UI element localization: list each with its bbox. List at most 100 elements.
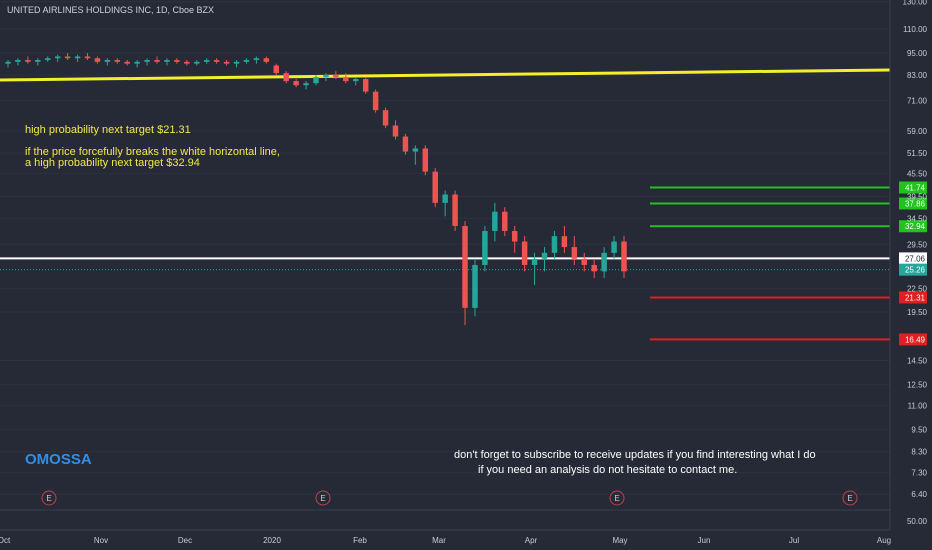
candle-body <box>94 58 101 62</box>
level-badge-5 <box>899 333 927 346</box>
earnings-marker-0 <box>41 490 57 506</box>
candle-body <box>114 60 121 62</box>
candle-body <box>621 241 627 272</box>
candle-body <box>611 241 617 253</box>
price-tick-2: 95.00 <box>907 49 928 58</box>
time-tick-6: Apr <box>525 536 538 545</box>
candle-body <box>402 136 409 152</box>
price-tick-5: 59.00 <box>907 127 928 136</box>
candle-body <box>45 58 51 61</box>
candle-body <box>601 252 607 272</box>
chart-title: UNITED AIRLINES HOLDINGS INC, 1D, Cboe B… <box>7 5 215 15</box>
candle-body <box>25 60 31 62</box>
level-badge-label-5: 16.49 <box>905 335 926 344</box>
level-badge-label-1: 37.86 <box>905 199 926 208</box>
price-tick-3: 83.00 <box>907 71 928 80</box>
price-tick-11: 22.50 <box>907 285 928 294</box>
level-badge-label-2: 32.94 <box>905 222 926 231</box>
time-axis: Oct Nov Dec 2020 Feb Mar Apr May Jun Jul Aug <box>0 529 891 545</box>
earnings-marker-1 <box>315 490 331 506</box>
breakout-annotation-line1: if the price forcefully breaks the white… <box>25 146 280 158</box>
footer-line-2: if you need an analysis do not hesitate … <box>478 464 738 476</box>
brand-label: OMOSSA <box>25 451 92 468</box>
trend-line <box>0 68 891 82</box>
candle-body <box>412 148 419 152</box>
price-tick-6: 51.50 <box>907 149 928 158</box>
price-tick-15: 11.00 <box>908 402 928 411</box>
time-tick-8: Jun <box>698 536 711 545</box>
candle-body <box>432 171 438 203</box>
level-badge-label-4: 21.31 <box>905 293 926 302</box>
time-tick-4: Feb <box>353 536 367 545</box>
candle-body <box>174 60 180 62</box>
level-badge-label-0: 41.74 <box>905 184 926 193</box>
candles <box>5 53 627 326</box>
candle-body <box>273 65 279 74</box>
price-axis: 130.00 110.00 95.00 83.00 71.00 59.00 51.50 45.… <box>889 0 928 530</box>
candle-body <box>223 61 230 64</box>
level-badge-1 <box>899 197 927 210</box>
earnings-marker-label-3: E <box>847 494 852 503</box>
time-tick-1: Nov <box>94 536 108 545</box>
candle-body <box>502 211 508 231</box>
candle-body <box>74 56 81 59</box>
candle-body <box>313 77 319 84</box>
candle-body <box>283 73 289 82</box>
price-tick-18: 7.30 <box>911 469 927 478</box>
candle-body <box>203 60 210 62</box>
candle-body <box>581 258 587 265</box>
level-badge-0 <box>899 181 927 194</box>
earnings-marker-3 <box>842 490 858 506</box>
volume-tick: 50.00 <box>907 517 928 526</box>
price-tick-13: 14.50 <box>907 356 928 365</box>
chart-grid <box>0 1 890 511</box>
time-tick-5: Mar <box>432 536 446 545</box>
candle-body <box>194 61 200 64</box>
candle-body <box>521 241 528 265</box>
price-tick-7: 45.50 <box>907 169 928 178</box>
candle-body <box>184 61 190 64</box>
candle-body <box>362 79 369 92</box>
price-tick-14: 12.50 <box>907 381 928 390</box>
price-tick-12: 19.50 <box>907 308 928 317</box>
time-tick-9: Jul <box>789 536 799 545</box>
candle-body <box>442 194 448 203</box>
candle-body <box>551 236 558 253</box>
price-tick-0: 130.00 <box>903 0 928 7</box>
footer-line-1: don't forget to subscribe to receive upd… <box>454 449 816 461</box>
candle-body <box>253 58 260 61</box>
time-tick-0: Oct <box>0 536 11 545</box>
candle-body <box>233 61 240 64</box>
price-levels: 41.74 37.86 32.94 27.06 21.31 16.49 25.26 <box>0 181 927 346</box>
candle-body <box>353 79 359 82</box>
candle-body <box>511 230 518 242</box>
candle-body <box>64 56 71 59</box>
price-tick-10: 29.50 <box>907 240 928 249</box>
candle-body <box>492 211 498 231</box>
candle-body <box>541 252 548 259</box>
candle-body <box>144 60 150 62</box>
level-badge-2 <box>899 220 927 233</box>
candle-body <box>462 225 468 308</box>
price-tick-4: 71.00 <box>907 97 928 106</box>
candle-body <box>134 61 140 64</box>
candle-body <box>323 75 329 78</box>
level-badge-label-3: 27.06 <box>905 254 926 263</box>
time-tick-7: May <box>612 536 627 545</box>
candle-body <box>84 56 91 59</box>
time-tick-10: Aug <box>877 536 891 545</box>
time-tick-3: 2020 <box>263 536 281 545</box>
last-price-label: 25.26 <box>905 266 926 275</box>
candle-body <box>263 58 270 62</box>
candle-body <box>343 77 349 82</box>
candle-body <box>561 236 568 248</box>
yellow-trend-line <box>0 68 891 82</box>
candle-body <box>154 60 160 62</box>
candle-body <box>452 194 458 226</box>
candle-body <box>243 60 250 62</box>
candle-body <box>372 91 379 111</box>
price-tick-19: 6.40 <box>911 490 927 499</box>
candle-body <box>293 81 299 86</box>
